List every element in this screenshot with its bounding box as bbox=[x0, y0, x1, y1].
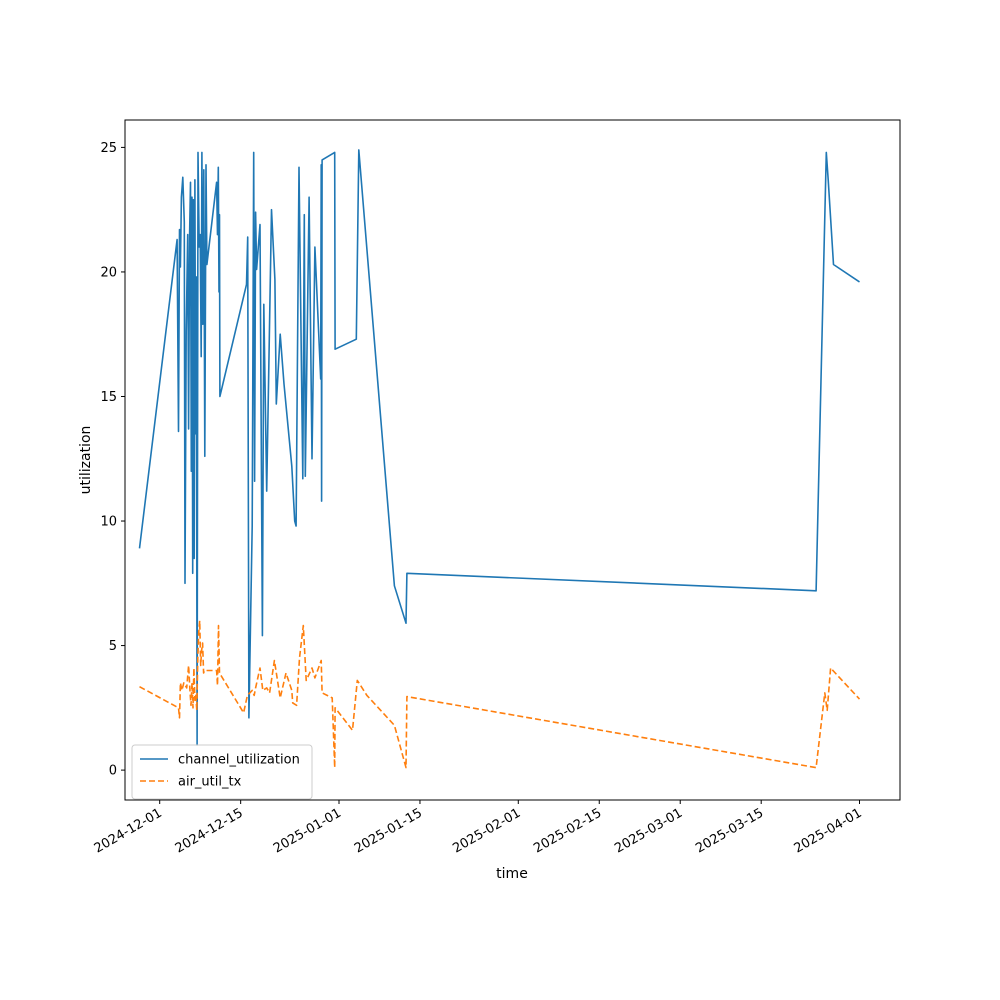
y-tick-label: 0 bbox=[109, 764, 117, 779]
legend-label-air_util_tx: air_util_tx bbox=[178, 775, 242, 790]
legend-label-channel_utilization: channel_utilization bbox=[178, 753, 300, 768]
plot-frame bbox=[124, 119, 901, 801]
y-tick-label: 15 bbox=[100, 390, 117, 405]
series-line-air_util_tx bbox=[139, 619, 861, 769]
series-line-channel_utilization bbox=[138, 149, 860, 747]
y-tick-label: 10 bbox=[100, 515, 117, 530]
y-axis-label: utilization bbox=[78, 426, 94, 495]
series-layer bbox=[138, 149, 861, 769]
y-axis: 0 5 10 15 20 25 bbox=[100, 141, 125, 779]
plot-area bbox=[124, 119, 901, 801]
y-tick-label: 25 bbox=[100, 141, 117, 156]
x-axis-label: time bbox=[496, 866, 528, 882]
y-tick-label: 5 bbox=[109, 639, 117, 654]
legend: channel_utilization air_util_tx bbox=[131, 744, 313, 800]
legend-box bbox=[131, 744, 313, 800]
y-tick-label: 20 bbox=[100, 265, 117, 280]
